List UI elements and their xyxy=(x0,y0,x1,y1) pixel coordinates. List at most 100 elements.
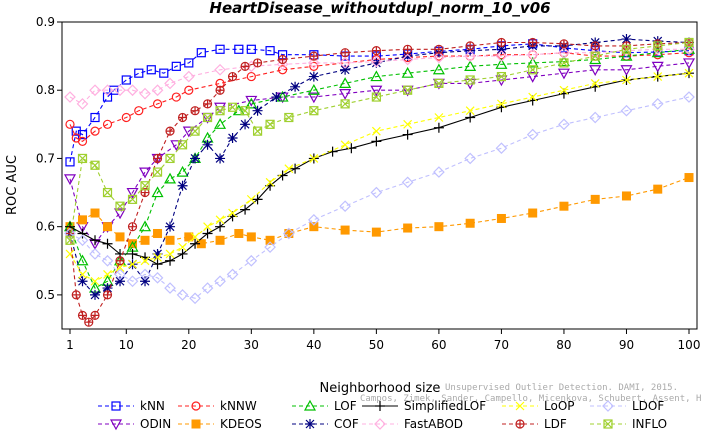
point-ldof-26 xyxy=(589,111,602,124)
point-lof-19 xyxy=(401,66,414,78)
legend-item-simplifiedlof: SimplifiedLOF xyxy=(362,399,486,413)
point-ldf-11 xyxy=(177,112,188,123)
point-simplifiedlof-15 xyxy=(252,194,263,205)
credit-line-2: Campos, Zimek, Sander, Campello, Micenko… xyxy=(360,394,702,404)
point-loop-18 xyxy=(340,140,350,150)
point-loop-27 xyxy=(622,75,631,85)
y-tick-label-0.9: 0.9 xyxy=(36,15,55,29)
point-loop-1 xyxy=(78,269,87,279)
point-inflo-1 xyxy=(77,153,88,164)
point-odin-15 xyxy=(339,89,352,100)
point-lof-12 xyxy=(214,118,227,129)
legend-marker-odin xyxy=(109,419,123,431)
point-ldof-8 xyxy=(164,282,176,294)
point-inflo-16 xyxy=(265,119,275,129)
point-inflo-5 xyxy=(127,194,138,204)
point-knn-11 xyxy=(184,58,194,68)
point-cof-6 xyxy=(140,276,151,287)
point-cof-9 xyxy=(177,180,188,191)
point-loop-17 xyxy=(309,154,319,163)
point-simplifiedlof-23 xyxy=(402,129,413,140)
point-knnw-0 xyxy=(65,119,75,129)
point-ldf-23 xyxy=(434,44,444,54)
point-ldof-29 xyxy=(683,91,695,103)
point-ldf-21 xyxy=(371,46,381,56)
point-ldf-18 xyxy=(277,54,288,65)
point-fastabod-2 xyxy=(89,84,101,97)
point-kdeos-3 xyxy=(103,222,113,232)
point-knnw-9 xyxy=(184,85,194,95)
point-inflo-8 xyxy=(165,153,175,164)
point-ldf-16 xyxy=(240,61,250,71)
legend-label-ldof: LDOF xyxy=(632,399,664,413)
point-fastabod-13 xyxy=(307,57,320,69)
point-ldf-7 xyxy=(127,222,138,232)
legend-item-knn: kNN xyxy=(98,399,165,413)
point-lof-18 xyxy=(370,70,383,82)
point-cof-24 xyxy=(496,44,507,55)
point-fastabod-4 xyxy=(114,84,126,97)
legend-marker-ldof xyxy=(602,400,614,412)
point-loop-29 xyxy=(684,68,694,78)
point-odin-26 xyxy=(682,58,696,70)
point-knnw-11 xyxy=(246,71,256,82)
point-knn-8 xyxy=(146,65,156,75)
point-ldof-7 xyxy=(151,271,164,284)
point-cof-18 xyxy=(308,71,319,82)
x-tick-label-40: 40 xyxy=(306,338,321,352)
point-kdeos-8 xyxy=(165,235,175,245)
point-odin-21 xyxy=(526,71,539,83)
point-ldf-19 xyxy=(309,51,319,61)
point-fastabod-22 xyxy=(589,46,602,59)
legend-marker-ldf xyxy=(515,419,525,429)
series-fastabod xyxy=(64,43,695,110)
point-kdeos-28 xyxy=(684,173,694,183)
point-odin-4 xyxy=(114,208,127,220)
point-simplifiedlof-25 xyxy=(465,112,476,123)
point-ldof-23 xyxy=(495,142,508,155)
x-tick-label-10: 10 xyxy=(119,338,134,352)
axis-layer: 1 10 20 30 40 50 60 70 80 90 100 0.5 0.6 0.7 0.8 0.9 xyxy=(36,15,701,352)
series-ldf xyxy=(65,37,694,327)
point-fastabod-14 xyxy=(339,57,351,69)
point-knnw-12 xyxy=(277,65,288,75)
series-line-fastabod xyxy=(69,48,689,105)
point-knnw-4 xyxy=(102,119,113,129)
point-kdeos-23 xyxy=(528,208,538,218)
point-lof-26 xyxy=(620,49,633,61)
point-ldf-12 xyxy=(190,106,200,116)
point-cof-1 xyxy=(77,276,88,287)
plot-frame xyxy=(61,21,698,330)
series-line-lof xyxy=(69,48,690,289)
point-lof-6 xyxy=(139,220,152,232)
point-fastabod-5 xyxy=(126,84,139,97)
point-ldf-17 xyxy=(252,58,263,68)
legend-marker-cof xyxy=(305,419,315,429)
legend-label-knnw: kNNW xyxy=(220,399,257,413)
point-odin-12 xyxy=(245,95,258,107)
point-loop-19 xyxy=(371,126,381,136)
point-ldof-5 xyxy=(126,275,139,288)
point-fastabod-20 xyxy=(526,48,539,61)
point-ldof-3 xyxy=(101,254,114,267)
point-kdeos-18 xyxy=(371,227,381,237)
series-ldof xyxy=(64,91,695,305)
point-loop-11 xyxy=(203,222,212,232)
legend-marker-loop xyxy=(515,401,525,411)
point-simplifiedlof-18 xyxy=(290,163,301,174)
point-odin-22 xyxy=(557,68,570,80)
point-cof-13 xyxy=(227,132,238,143)
point-lof-1 xyxy=(76,254,89,266)
point-ldof-20 xyxy=(401,176,414,189)
point-knnw-7 xyxy=(152,99,163,109)
point-inflo-22 xyxy=(434,78,444,89)
point-cof-14 xyxy=(240,119,251,130)
point-lof-28 xyxy=(682,43,696,54)
point-loop-13 xyxy=(228,208,237,218)
point-knn-7 xyxy=(134,68,144,78)
point-loop-10 xyxy=(190,232,200,242)
point-lof-9 xyxy=(176,165,189,177)
point-loop-3 xyxy=(103,269,112,279)
legend-label-inflo: INFLO xyxy=(632,417,667,431)
